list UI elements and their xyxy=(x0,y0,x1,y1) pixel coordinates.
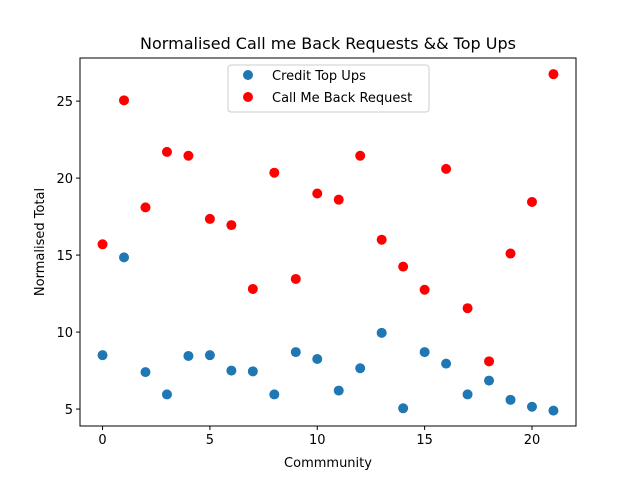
point-call-me-back-request-10 xyxy=(312,188,323,199)
point-call-me-back-request-16 xyxy=(441,163,452,174)
legend-box xyxy=(227,64,430,113)
point-credit-top-ups-4 xyxy=(183,350,194,361)
point-call-me-back-request-8 xyxy=(269,167,280,178)
y-tick-label: 10 xyxy=(56,326,73,341)
point-credit-top-ups-13 xyxy=(376,327,387,338)
point-credit-top-ups-2 xyxy=(140,367,151,378)
point-call-me-back-request-7 xyxy=(247,283,258,294)
y-tick-label: 5 xyxy=(65,403,73,418)
point-call-me-back-request-0 xyxy=(97,239,108,250)
y-axis-label: Normalised Total xyxy=(33,188,48,296)
point-credit-top-ups-19 xyxy=(505,394,516,405)
x-tick-label: 20 xyxy=(524,433,541,448)
legend-label-call-me-back-request: Call Me Back Request xyxy=(272,91,412,106)
point-call-me-back-request-6 xyxy=(226,220,237,231)
legend: Credit Top Ups Call Me Back Request xyxy=(227,64,430,113)
point-credit-top-ups-12 xyxy=(355,363,366,374)
point-credit-top-ups-16 xyxy=(441,358,452,369)
point-call-me-back-request-12 xyxy=(355,150,366,161)
legend-marker-call-me-back-request xyxy=(243,92,253,102)
axes-frame xyxy=(79,57,577,427)
x-tick-label: 15 xyxy=(416,433,433,448)
point-credit-top-ups-20 xyxy=(526,401,537,412)
point-call-me-back-request-9 xyxy=(290,273,301,284)
point-call-me-back-request-20 xyxy=(526,196,537,207)
axis-ticks: 0 5 10 15 20 5 10 15 20 25 xyxy=(56,95,540,448)
legend-label-credit-top-ups: Credit Top Ups xyxy=(272,69,366,84)
chart-title: Normalised Call me Back Requests && Top … xyxy=(140,34,516,53)
y-tick-label: 15 xyxy=(56,249,73,264)
y-tick-label: 20 xyxy=(56,172,73,187)
point-credit-top-ups-6 xyxy=(226,365,237,376)
point-call-me-back-request-11 xyxy=(333,194,344,205)
legend-marker-credit-top-ups xyxy=(243,70,253,80)
y-tick-label: 25 xyxy=(56,95,73,110)
point-call-me-back-request-5 xyxy=(204,213,215,224)
x-tick-label: 0 xyxy=(98,433,106,448)
point-credit-top-ups-1 xyxy=(119,252,130,263)
point-credit-top-ups-21 xyxy=(548,405,559,416)
point-call-me-back-request-21 xyxy=(548,69,559,80)
point-credit-top-ups-3 xyxy=(161,389,172,400)
x-tick-label: 10 xyxy=(309,433,326,448)
point-credit-top-ups-14 xyxy=(398,403,409,414)
point-credit-top-ups-5 xyxy=(204,350,215,361)
point-credit-top-ups-11 xyxy=(333,385,344,396)
point-credit-top-ups-9 xyxy=(290,347,301,358)
point-credit-top-ups-10 xyxy=(312,354,323,365)
point-call-me-back-request-15 xyxy=(419,284,430,295)
point-credit-top-ups-15 xyxy=(419,347,430,358)
point-credit-top-ups-7 xyxy=(247,366,258,377)
x-axis-label: Commmunity xyxy=(284,456,372,471)
point-call-me-back-request-13 xyxy=(376,234,387,245)
point-call-me-back-request-17 xyxy=(462,303,473,314)
point-call-me-back-request-2 xyxy=(140,202,151,213)
x-tick-label: 5 xyxy=(206,433,214,448)
point-call-me-back-request-3 xyxy=(161,146,172,157)
point-credit-top-ups-17 xyxy=(462,389,473,400)
point-call-me-back-request-1 xyxy=(119,95,130,106)
point-credit-top-ups-18 xyxy=(484,375,495,386)
point-credit-top-ups-8 xyxy=(269,389,280,400)
point-call-me-back-request-18 xyxy=(484,356,495,367)
point-call-me-back-request-14 xyxy=(398,261,409,272)
point-call-me-back-request-4 xyxy=(183,150,194,161)
point-call-me-back-request-19 xyxy=(505,248,516,259)
point-credit-top-ups-0 xyxy=(97,350,108,361)
data-points xyxy=(97,69,559,416)
